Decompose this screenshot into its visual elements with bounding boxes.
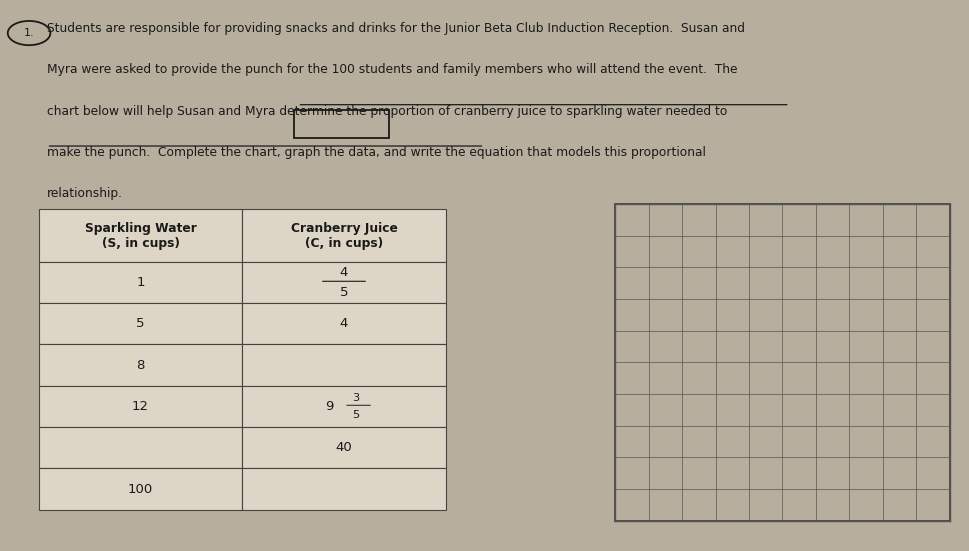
Bar	[242, 386, 446, 427]
Text: make the punch.  Complete the chart, graph the data, and write the equation that: make the punch. Complete the chart, grap…	[47, 146, 705, 159]
Text: Sparkling Water
(S, in cups): Sparkling Water (S, in cups)	[84, 222, 197, 250]
Bar	[242, 209, 446, 262]
Text: 8: 8	[137, 359, 144, 371]
Text: Students are responsible for providing snacks and drinks for the Junior Beta Clu: Students are responsible for providing s…	[47, 22, 744, 35]
Text: Cranberry Juice
(C, in cups): Cranberry Juice (C, in cups)	[291, 222, 397, 250]
Bar	[39, 344, 242, 386]
Text: 5: 5	[137, 317, 144, 330]
Text: 5: 5	[340, 286, 348, 299]
Bar	[39, 303, 242, 344]
Bar	[39, 386, 242, 427]
Text: 4: 4	[340, 317, 348, 330]
Text: 4: 4	[340, 266, 348, 279]
Text: 100: 100	[128, 483, 153, 495]
Text: chart below will help Susan and Myra determine the proportion of cranberry juice: chart below will help Susan and Myra det…	[47, 105, 727, 118]
Text: 5: 5	[352, 410, 359, 420]
Bar	[242, 262, 446, 303]
Bar	[39, 209, 242, 262]
Text: 3: 3	[352, 392, 359, 403]
Bar	[294, 110, 389, 138]
Text: 1: 1	[137, 276, 144, 289]
Text: 1.: 1.	[24, 28, 34, 38]
Text: 12: 12	[132, 400, 149, 413]
Bar	[242, 344, 446, 386]
Text: Myra were asked to provide the punch for the 100 students and family members who: Myra were asked to provide the punch for…	[47, 63, 737, 77]
Bar	[39, 262, 242, 303]
Bar	[615, 204, 950, 521]
Bar	[39, 427, 242, 468]
Bar	[39, 468, 242, 510]
Bar	[242, 468, 446, 510]
Text: relationship.: relationship.	[47, 187, 122, 201]
Text: 9: 9	[326, 400, 333, 413]
Bar	[242, 303, 446, 344]
Text: 40: 40	[335, 441, 353, 454]
Bar	[242, 427, 446, 468]
